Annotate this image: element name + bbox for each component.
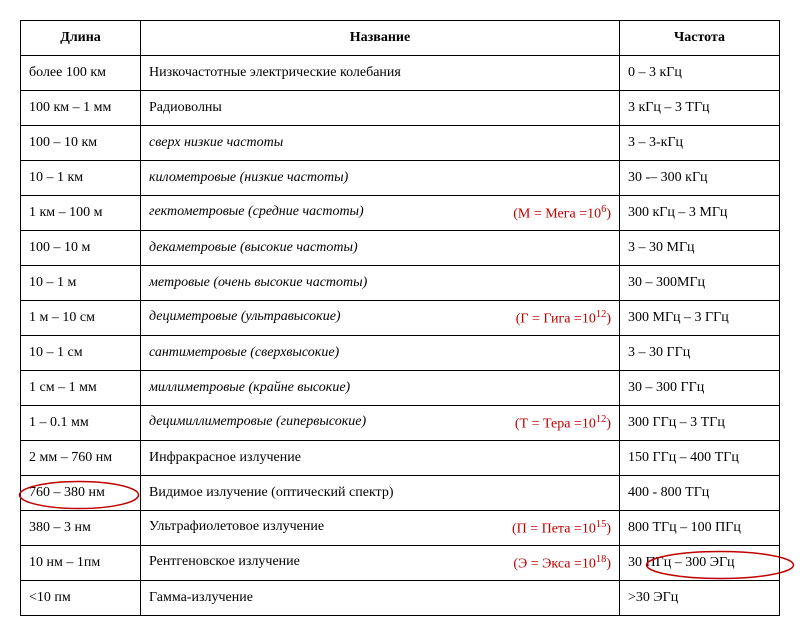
table-row: более 100 км Низкочастотные электрические… (21, 56, 780, 91)
cell-freq: 3 – 30 ГГц (620, 336, 780, 371)
name-text: километровые (низкие частоты) (149, 170, 348, 185)
unit-note: (Э = Экса =1018) (513, 554, 611, 573)
header-length: Длина (21, 21, 141, 56)
cell-name: декаметровые (высокие частоты) (141, 231, 620, 266)
cell-freq: 30 -– 300 кГц (620, 161, 780, 196)
cell-length: 100 – 10 км (21, 126, 141, 161)
table-row: 2 мм – 760 нм Инфракрасное излучение 150 Г… (21, 441, 780, 476)
cell-freq: 3 кГц – 3 ТГц (620, 91, 780, 126)
name-text: гектометровые (средние частоты) (149, 204, 364, 219)
cell-name: гектометровые (средние частоты) (М = Мега… (141, 196, 620, 231)
cell-name: Ультрафиолетовое излучение (П = Пета =101… (141, 511, 620, 546)
unit-note: (М = Мега =106) (513, 204, 611, 223)
cell-name: Видимое излучение (оптический спектр) (141, 476, 620, 511)
cell-length: 100 км – 1 мм (21, 91, 141, 126)
cell-freq: 0 – 3 кГц (620, 56, 780, 91)
cell-length: 2 мм – 760 нм (21, 441, 141, 476)
spectrum-table: Длина Название Частота более 100 км Низко… (20, 20, 780, 616)
cell-name: Низкочастотные электрические колебания (141, 56, 620, 91)
cell-length: 380 – 3 нм (21, 511, 141, 546)
cell-name: сантиметровые (сверхвысокие) (141, 336, 620, 371)
cell-length: 1 см – 1 мм (21, 371, 141, 406)
name-text: Радиоволны (149, 100, 222, 115)
cell-length: 10 нм – 1пм (21, 546, 141, 581)
table-row: 100 км – 1 мм Радиоволны 3 кГц – 3 ТГц (21, 91, 780, 126)
table-row: 1 – 0.1 ммдецимиллиметровые (гипервысоки… (21, 406, 780, 441)
table-row: 10 – 1 км километровые (низкие частоты) 30… (21, 161, 780, 196)
name-text: миллиметровые (крайне высокие) (149, 380, 350, 395)
table-row: 760 – 380 нм Видимое излучение (оптически… (21, 476, 780, 511)
cell-length: 10 – 1 см (21, 336, 141, 371)
cell-freq: >30 ЭГц (620, 581, 780, 616)
cell-name: Рентгеновское излучение (Э = Экса =1018) (141, 546, 620, 581)
cell-freq: 300 МГц – 3 ГГц (620, 301, 780, 336)
name-text: Гамма-излучение (149, 590, 253, 605)
cell-name: дециметровые (ультравысокие) (Г = Гига =1… (141, 301, 620, 336)
table-row: 380 – 3 нм Ультрафиолетовое излучение (П =… (21, 511, 780, 546)
cell-freq: 300 ГГц – 3 ТГц (620, 406, 780, 441)
cell-freq: 400 - 800 ТГц (620, 476, 780, 511)
table-row: <10 пм Гамма-излучение >30 ЭГц (21, 581, 780, 616)
table-row: 1 см – 1 мм миллиметровые (крайне высокие… (21, 371, 780, 406)
name-text: метровые (очень высокие частоты) (149, 275, 367, 290)
cell-length: 1 км – 100 м (21, 196, 141, 231)
cell-freq: 300 кГц – 3 МГц (620, 196, 780, 231)
cell-name: децимиллиметровые (гипервысокие) (Т = Тер… (141, 406, 620, 441)
unit-note: (Г = Гига =1012) (516, 309, 611, 328)
name-text: Ультрафиолетовое излучение (149, 519, 324, 534)
unit-note: (П = Пета =1015) (512, 519, 611, 538)
name-text: дециметровые (ультравысокие) (149, 309, 341, 324)
table-row: 100 – 10 км сверх низкие частоты 3 – 3-кГц (21, 126, 780, 161)
cell-freq: 800 ТГц – 100 ПГц (620, 511, 780, 546)
cell-name: километровые (низкие частоты) (141, 161, 620, 196)
cell-name: Гамма-излучение (141, 581, 620, 616)
name-text: Низкочастотные электрические колебания (149, 65, 401, 80)
name-text: Инфракрасное излучение (149, 450, 301, 465)
cell-name: метровые (очень высокие частоты) (141, 266, 620, 301)
header-freq: Частота (620, 21, 780, 56)
header-name: Название (141, 21, 620, 56)
unit-note: (Т = Тера =1012) (515, 414, 611, 433)
cell-length: <10 пм (21, 581, 141, 616)
name-text: сверх низкие частоты (149, 135, 283, 150)
table-wrap: Длина Название Частота более 100 км Низко… (20, 20, 780, 616)
cell-freq: 150 ГГц – 400 ТГц (620, 441, 780, 476)
cell-freq: 3 – 3-кГц (620, 126, 780, 161)
cell-length: 10 – 1 м (21, 266, 141, 301)
cell-length: 100 – 10 м (21, 231, 141, 266)
table-row: 1 км – 100 мгектометровые (средние часто… (21, 196, 780, 231)
cell-freq: 30 ПГц – 300 ЭГц (620, 546, 780, 581)
cell-length: 10 – 1 км (21, 161, 141, 196)
name-text: декаметровые (высокие частоты) (149, 240, 358, 255)
name-text: Рентгеновское излучение (149, 554, 300, 569)
table-row: 1 м – 10 см дециметровые (ультравысокие) (… (21, 301, 780, 336)
table-row: 10 – 1 м метровые (очень высокие частоты)… (21, 266, 780, 301)
name-text: Видимое излучение (оптический спектр) (149, 485, 394, 500)
cell-name: сверх низкие частоты (141, 126, 620, 161)
cell-name: миллиметровые (крайне высокие) (141, 371, 620, 406)
name-text: сантиметровые (сверхвысокие) (149, 345, 339, 360)
name-text: децимиллиметровые (гипервысокие) (149, 414, 366, 429)
header-row: Длина Название Частота (21, 21, 780, 56)
cell-length: 760 – 380 нм (21, 476, 141, 511)
cell-name: Инфракрасное излучение (141, 441, 620, 476)
table-row: 10 нм – 1пм Рентгеновское излучение (Э = Э… (21, 546, 780, 581)
cell-length: более 100 км (21, 56, 141, 91)
cell-freq: 30 – 300МГц (620, 266, 780, 301)
cell-freq: 3 – 30 МГц (620, 231, 780, 266)
table-row: 10 – 1 см сантиметровые (сверхвысокие) 3 –… (21, 336, 780, 371)
cell-name: Радиоволны (141, 91, 620, 126)
table-row: 100 – 10 м декаметровые (высокие частоты)… (21, 231, 780, 266)
cell-length: 1 – 0.1 мм (21, 406, 141, 441)
cell-length: 1 м – 10 см (21, 301, 141, 336)
cell-freq: 30 – 300 ГГц (620, 371, 780, 406)
